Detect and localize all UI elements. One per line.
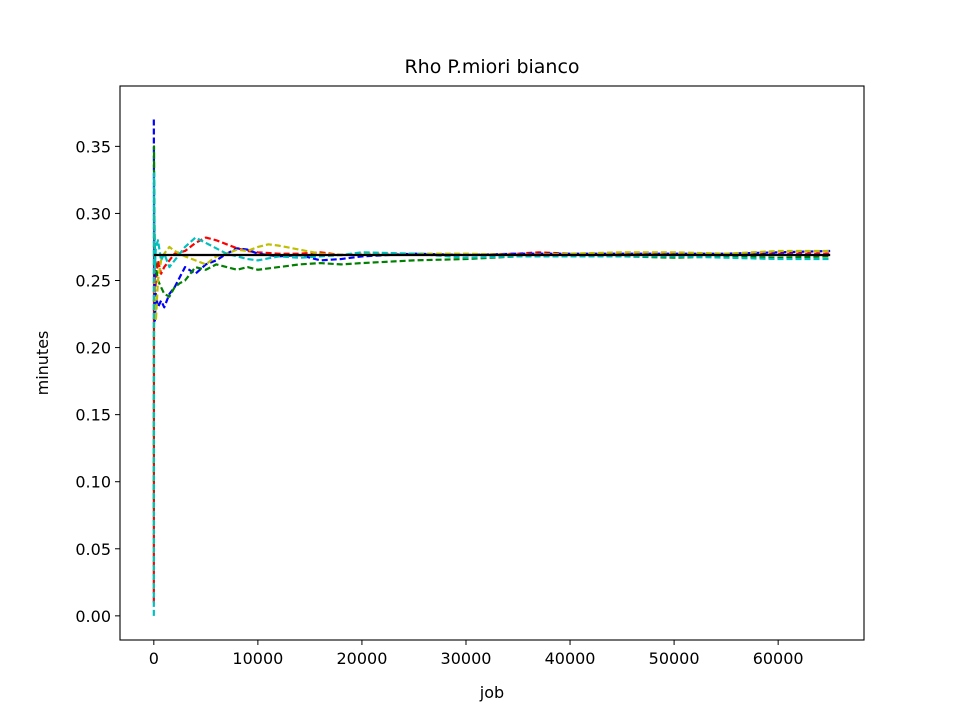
y-tick-label: 0.20	[75, 339, 111, 358]
x-tick-label: 40000	[545, 649, 596, 668]
y-tick-label: 0.00	[75, 607, 111, 626]
x-tick-label: 20000	[336, 649, 387, 668]
series-line-1	[152, 119, 831, 322]
plot-area	[152, 119, 831, 616]
plot-frame	[119, 85, 865, 641]
y-tick-label: 0.05	[75, 540, 111, 559]
y-tick-label: 0.15	[75, 406, 111, 425]
x-tick-label: 30000	[441, 649, 492, 668]
chart-title: Rho P.miori bianco	[404, 56, 579, 78]
x-axis: 0 10000 20000 30000 40000 50000 60000	[149, 640, 804, 668]
x-tick-label: 50000	[649, 649, 700, 668]
y-tick-label: 0.35	[75, 137, 111, 156]
x-tick-label: 10000	[232, 649, 283, 668]
y-axis-label: minutes	[33, 331, 52, 396]
y-axis: 0.00 0.05 0.10 0.15 0.20 0.25 0.30 0.35	[75, 137, 120, 626]
series-line-4	[152, 172, 831, 616]
y-tick-label: 0.30	[75, 204, 111, 223]
series-line-0	[152, 212, 831, 603]
y-tick-label: 0.10	[75, 473, 111, 492]
x-tick-label: 0	[149, 649, 159, 668]
y-tick-label: 0.25	[75, 272, 111, 291]
x-tick-label: 60000	[753, 649, 804, 668]
x-axis-label: job	[479, 683, 504, 702]
